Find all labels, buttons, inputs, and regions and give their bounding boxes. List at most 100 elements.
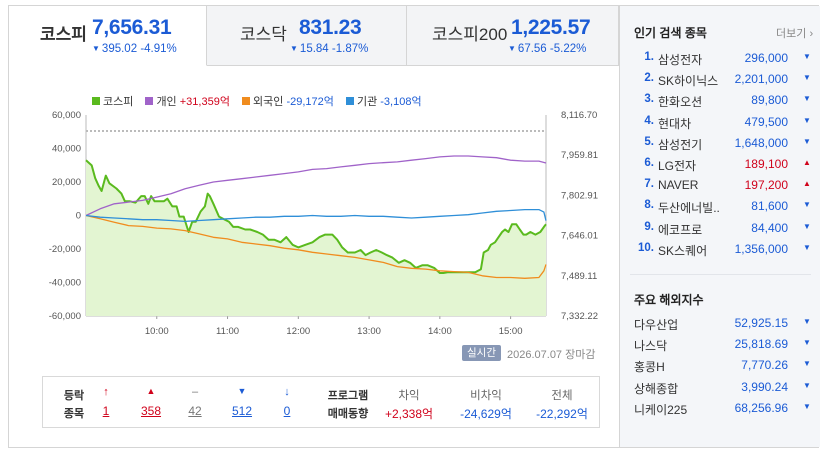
down-arrow-icon: ▼ bbox=[92, 44, 100, 53]
index-name: 다우산업 bbox=[634, 318, 679, 332]
program-non-arbitrage-value: -24,629억 bbox=[460, 407, 512, 421]
x-axis-tick: 12:00 bbox=[286, 326, 310, 337]
down-triangle-icon: ▼ bbox=[803, 136, 811, 146]
tab-kosdaq-rate: -1.87% bbox=[331, 43, 369, 55]
index-value: 68,256.96 bbox=[734, 400, 788, 415]
down-triangle-icon: ▼ bbox=[803, 338, 811, 348]
legend-label-kospi: 코스피 bbox=[103, 96, 134, 108]
tab-kospi-rate: -4.91% bbox=[140, 43, 177, 55]
world-index-item[interactable]: 나스닥 25,818.69 ▼ bbox=[634, 334, 814, 354]
stock-price: 1,356,000 bbox=[734, 241, 788, 256]
legend-item-kospi[interactable]: 코스피 bbox=[92, 93, 133, 109]
tab-kospi200-rate: -5.22% bbox=[549, 43, 587, 55]
legend-item-institution[interactable]: 기관 -3,108억 bbox=[345, 93, 422, 109]
left-axis-tick: 0 bbox=[76, 211, 81, 222]
market-summary-box: 등락 종목 ↑ 1 ▲ 358 – 42 ▼ 512 ↓ 0 프로그램 매매동향… bbox=[42, 376, 600, 428]
stock-name: 에코프로 bbox=[658, 222, 703, 237]
legend-swatch-foreign bbox=[242, 97, 251, 105]
popular-stock-item[interactable]: 3. 한화오션 89,800 ▼ bbox=[634, 90, 814, 110]
index-name: 니케이225 bbox=[634, 402, 688, 417]
kospi-line bbox=[85, 159, 547, 274]
popular-stock-item[interactable]: 9. 에코프로 84,400 ▼ bbox=[634, 218, 814, 238]
rise-count[interactable]: 358 bbox=[140, 404, 162, 418]
stock-name: 한화오션 bbox=[658, 95, 703, 110]
down-triangle-icon: ▼ bbox=[803, 380, 811, 390]
fall-count[interactable]: 512 bbox=[231, 404, 253, 418]
lower-limit-count[interactable]: 0 bbox=[283, 404, 291, 418]
index-value: 7,770.26 bbox=[741, 358, 788, 373]
tab-kospi200[interactable]: 코스피200 1,225.57 ▼ 67.56 -5.22% bbox=[407, 6, 619, 66]
chevron-right-icon: › bbox=[809, 28, 814, 40]
popular-stock-item[interactable]: 1. 삼성전자 296,000 ▼ bbox=[634, 48, 814, 68]
popular-stock-item[interactable]: 6. LG전자 189,100 ▲ bbox=[634, 154, 814, 174]
upper-limit-icon: ↑ bbox=[103, 386, 109, 398]
left-axis-tick: 40,000 bbox=[52, 144, 81, 155]
legend-value-institution: -3,108억 bbox=[380, 96, 422, 108]
tab-kosdaq-name: 코스닥 bbox=[240, 25, 287, 44]
rise-icon: ▲ bbox=[146, 386, 156, 396]
index-value: 3,990.24 bbox=[741, 379, 788, 394]
down-triangle-icon: ▼ bbox=[803, 73, 811, 83]
rank-number: 1. bbox=[644, 51, 654, 63]
legend-item-foreign[interactable]: 외국인 -29,172억 bbox=[242, 93, 334, 109]
popular-stock-item[interactable]: 7. NAVER 197,200 ▲ bbox=[634, 175, 814, 195]
rank-number: 5. bbox=[644, 135, 654, 148]
down-triangle-icon: ▼ bbox=[803, 242, 811, 252]
down-triangle-icon: ▼ bbox=[803, 401, 811, 411]
tab-kospi[interactable]: 코스피 7,656.31 ▼ 395.02 -4.91% bbox=[9, 6, 207, 66]
popular-stock-item[interactable]: 2. SK하이닉스 2,201,000 ▼ bbox=[634, 69, 814, 89]
rank-number: 8. bbox=[644, 199, 654, 212]
program-total-head: 전체 bbox=[551, 390, 573, 402]
world-index-item[interactable]: 홍콩H 7,770.26 ▼ bbox=[634, 355, 814, 375]
advance-decline-label-1: 등락 bbox=[63, 390, 85, 402]
tab-kospi200-name: 코스피200 bbox=[432, 25, 508, 44]
popular-stocks-title: 인기 검색 종목 bbox=[634, 26, 707, 40]
popular-stock-item[interactable]: 4. 현대차 479,500 ▼ bbox=[634, 112, 814, 132]
institution-line bbox=[85, 208, 547, 223]
index-name: 상해종합 bbox=[634, 381, 679, 396]
market-status: 장마감 bbox=[565, 349, 596, 361]
popular-stock-item[interactable]: 10. SK스퀘어 1,356,000 ▼ bbox=[634, 239, 814, 259]
rank-number: 7. bbox=[644, 178, 654, 191]
stock-price: 189,100 bbox=[744, 157, 788, 171]
down-triangle-icon: ▼ bbox=[803, 52, 811, 61]
timestamp-date: 2026.07.07 bbox=[507, 349, 563, 361]
legend-label-individual: 개인 bbox=[156, 96, 177, 108]
left-axis-tick: 20,000 bbox=[52, 177, 81, 188]
more-link[interactable]: 더보기 › bbox=[776, 25, 813, 41]
down-arrow-icon: ▼ bbox=[290, 44, 298, 53]
left-axis-tick: 60,000 bbox=[52, 110, 81, 121]
world-index-item[interactable]: 다우산업 52,925.15 ▼ bbox=[634, 313, 814, 333]
legend-swatch-kospi bbox=[92, 97, 100, 105]
advance-decline-label-2: 종목 bbox=[63, 408, 85, 420]
x-axis-tick: 15:00 bbox=[499, 326, 523, 337]
upper-limit-count[interactable]: 1 bbox=[102, 404, 110, 418]
legend-label-foreign: 외국인 bbox=[253, 96, 284, 108]
x-axis-tick: 11:00 bbox=[216, 326, 239, 337]
tab-kosdaq-change: ▼ 15.84 -1.87% bbox=[290, 43, 368, 55]
program-arbitrage-head: 차익 bbox=[398, 390, 420, 402]
flat-icon: – bbox=[191, 386, 199, 398]
tab-kosdaq[interactable]: 코스닥 831.23 ▼ 15.84 -1.87% bbox=[207, 6, 407, 66]
legend-value-foreign: -29,172억 bbox=[286, 96, 334, 108]
program-total-value: -22,292억 bbox=[536, 407, 588, 421]
tab-kospi-name: 코스피 bbox=[40, 25, 87, 44]
legend-item-individual[interactable]: 개인 +31,359억 bbox=[145, 93, 230, 109]
down-arrow-icon: ▼ bbox=[508, 44, 516, 53]
popular-stock-item[interactable]: 5. 삼성전기 1,648,000 ▼ bbox=[634, 133, 814, 153]
tab-kosdaq-value: 831.23 bbox=[299, 16, 362, 39]
world-index-item[interactable]: 상해종합 3,990.24 ▼ bbox=[634, 377, 814, 397]
right-axis-tick: 7,489.11 bbox=[561, 271, 597, 282]
index-value: 52,925.15 bbox=[734, 316, 788, 330]
chart-legend: 코스피 개인 +31,359억 외국인 -29,172억 기관 -3,108억 bbox=[92, 93, 431, 109]
flat-count[interactable]: 42 bbox=[188, 404, 202, 418]
legend-swatch-institution bbox=[345, 97, 354, 105]
down-triangle-icon: ▼ bbox=[803, 94, 811, 104]
rank-number: 2. bbox=[644, 72, 654, 85]
fall-icon: ▼ bbox=[237, 386, 247, 396]
popular-stock-item[interactable]: 8. 두산에너빌.. 81,600 ▼ bbox=[634, 196, 814, 216]
world-index-item[interactable]: 니케이225 68,256.96 ▼ bbox=[634, 398, 814, 418]
left-axis-tick: -40,000 bbox=[49, 278, 81, 289]
right-axis-tick: 8,116.70 bbox=[561, 110, 597, 121]
down-triangle-icon: ▼ bbox=[803, 221, 811, 231]
